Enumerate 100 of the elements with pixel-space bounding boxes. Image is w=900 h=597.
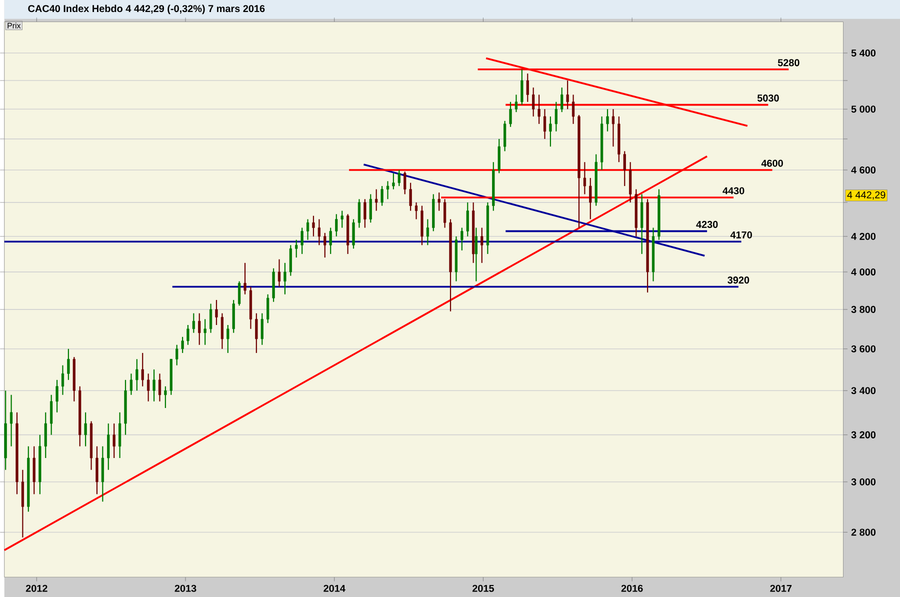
candlestick [414,202,418,220]
annotation: 5030 [757,94,779,102]
candlestick [392,172,395,190]
candlestick [141,352,144,387]
candlestick [538,94,540,124]
y-tick-label: 5 000 [851,106,876,113]
y-tick-label: 2 800 [851,528,876,536]
x-tick-label: 2017 [770,584,792,592]
candlestick [480,227,484,264]
annotation: 4430 [722,187,744,194]
candlestick [466,202,469,237]
x-tick-label: 2016 [621,584,643,592]
candlestick [181,336,184,354]
candlestick [67,348,70,380]
annotation: 4230 [696,220,718,228]
annotation: 4600 [761,160,783,167]
y-tick-label: 5 400 [851,49,876,56]
candlestick [324,232,326,258]
candlestick [460,227,464,251]
candlestick [300,227,304,254]
candlestick [204,318,206,346]
x-tick-label: 2013 [174,584,196,592]
candlestick [375,188,378,212]
candlestick [560,86,564,113]
candlestick [152,368,156,402]
candlestick [409,182,412,212]
candlestick [32,446,36,495]
candlestick [284,262,286,295]
candlestick [147,373,150,402]
candlestick [312,215,315,237]
candlestick [438,192,440,212]
candlestick [209,303,212,334]
candlestick [44,412,47,459]
candlestick [266,294,270,324]
candlestick [426,218,429,246]
candlestick [164,386,167,408]
candlestick [130,373,133,396]
candlestick [566,80,569,110]
candlestick [318,218,320,246]
candlestick [136,358,138,392]
candlestick [369,194,372,224]
candlestick [386,180,390,200]
candlestick [255,312,258,354]
annotation: 5280 [778,59,800,66]
candlestick [549,116,552,148]
candlestick [238,280,241,306]
candlestick [295,239,298,258]
candlestick [526,72,529,102]
candlestick [514,94,518,113]
candlestick [220,312,224,350]
x-tick-label: 2012 [26,584,48,592]
candlestick [352,218,355,250]
candlestick [278,258,281,288]
candlestick [56,379,58,413]
candlestick [306,218,310,240]
candlestick [198,312,201,346]
x-tick-label: 2015 [472,584,494,592]
candlestick [543,108,546,140]
candlestick [215,299,218,326]
candlestick [364,198,366,228]
candlestick [504,120,506,152]
candlestick [398,169,400,187]
candlestick [335,214,338,237]
annotation: 4170 [730,231,752,238]
candlestick [589,177,592,220]
candlestick [509,101,512,128]
candlestick [532,86,535,117]
y-tick-label: 4 000 [851,268,876,276]
y-tick-label: 3 800 [851,306,876,313]
candlestick [176,344,178,366]
candlestick [96,446,98,495]
candlestick [61,364,64,396]
text: 4 442,29 [847,191,886,200]
candlestick [186,324,190,346]
candlestick [84,412,87,447]
candlestick [158,373,162,402]
y-tick-label: 3 400 [851,387,876,394]
candlestick [572,94,575,124]
y-tick-label: 3 000 [851,478,876,486]
candlestick [606,108,609,132]
candlestick [612,108,615,148]
candlestick [50,394,53,436]
candlestick [474,227,478,282]
candlestick [380,185,384,206]
candlestick [107,422,110,470]
x-tick-label: 2014 [324,584,346,592]
candlestick [101,446,104,502]
candlestick [260,312,264,346]
candlestick [192,312,195,334]
candlestick [244,262,246,295]
candlestick [340,210,344,228]
y-tick-label: 3 600 [851,345,876,352]
candlestick [226,324,230,354]
candlestick [358,198,361,228]
candlestick [554,101,558,132]
candlestick [498,138,500,174]
candlestick [118,412,122,459]
candlestick [520,68,524,106]
chart-title: CAC40 Index Hebdo 4 442,29 (-0,32%) 7 mars 2016 [28,4,265,14]
y-tick-label: 4 200 [851,232,876,240]
